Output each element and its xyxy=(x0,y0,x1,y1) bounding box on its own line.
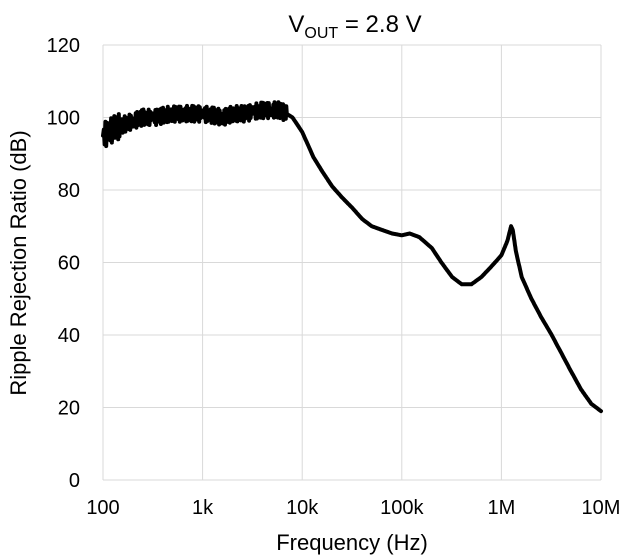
chart-title-subscript: OUT xyxy=(304,25,338,42)
series xyxy=(101,100,603,414)
x-tick-label: 100k xyxy=(380,497,424,519)
y-tick-label: 40 xyxy=(58,325,80,347)
x-tick-label: 1M xyxy=(488,497,516,519)
x-axis-title: Frequency (Hz) xyxy=(276,530,428,555)
y-axis-title: Ripple Rejection Ratio (dB) xyxy=(6,130,31,395)
grid xyxy=(102,44,602,481)
x-tick-label: 1k xyxy=(192,497,214,519)
chart-title-main: V xyxy=(288,11,304,38)
y-tick-label: 20 xyxy=(58,398,80,420)
chart-title-rest: = 2.8 V xyxy=(338,11,421,38)
y-tick-labels: 0 20 40 60 80 100 120 xyxy=(47,35,80,492)
y-tick-label: 60 xyxy=(58,253,80,275)
x-tick-labels: 100 1k 10k 100k 1M 10M xyxy=(86,497,620,519)
y-tick-label: 80 xyxy=(58,180,80,202)
x-tick-label: 100 xyxy=(86,497,119,519)
y-tick-label: 100 xyxy=(47,108,80,130)
y-tick-label: 0 xyxy=(69,470,80,492)
y-tick-label: 120 xyxy=(47,35,80,57)
x-tick-label: 10k xyxy=(286,497,319,519)
chart-title: VOUT = 2.8 V xyxy=(288,11,421,42)
x-tick-label: 10M xyxy=(582,497,621,519)
series-line xyxy=(101,100,603,414)
